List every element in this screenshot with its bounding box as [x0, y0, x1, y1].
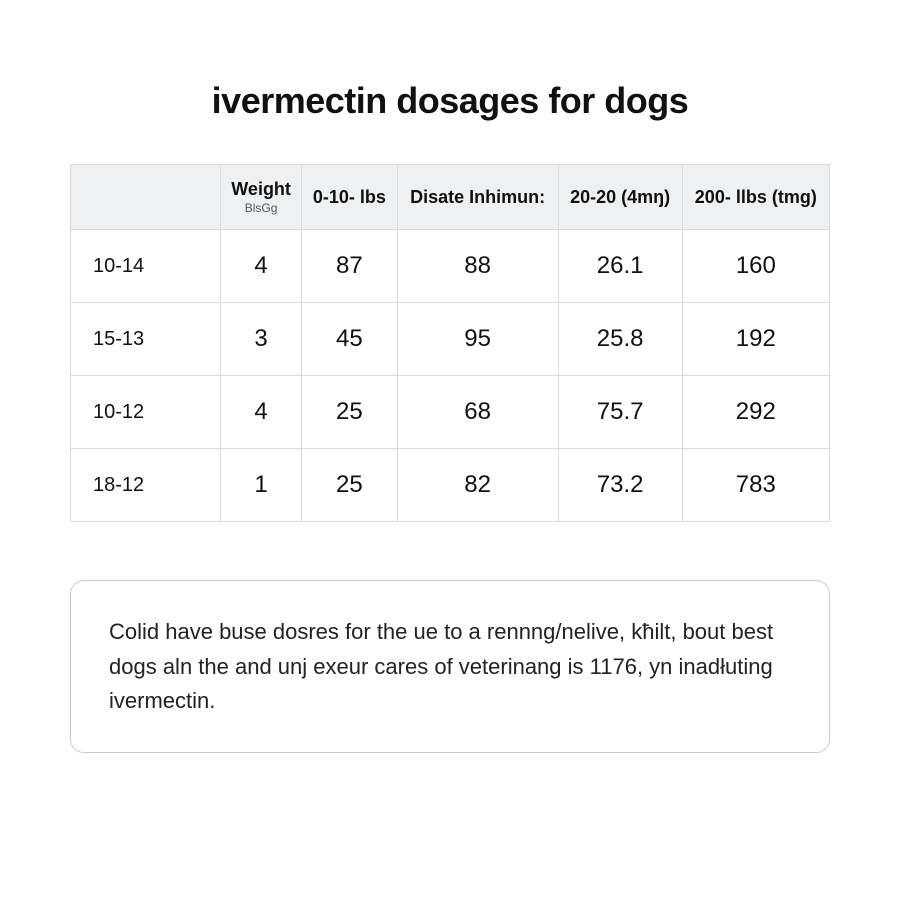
- table-header-sublabel: BlsGg: [229, 202, 293, 216]
- table-header-cell: [71, 165, 221, 230]
- table-cell: 75.7: [558, 376, 682, 449]
- table-row: 15-13 3 45 95 25.8 192: [71, 303, 830, 376]
- table-header-cell: 200- llbs (tmg): [682, 165, 829, 230]
- table-row-label: 15-13: [71, 303, 221, 376]
- table-header-cell: 20-20 (4mŋ): [558, 165, 682, 230]
- dosage-table: Weight BlsGg 0-10- lbs Disate Inhimun: 2…: [70, 164, 830, 522]
- table-cell: 160: [682, 230, 829, 303]
- note-box: Colid have buse dosres for the ue to a r…: [70, 580, 830, 752]
- table-cell: 192: [682, 303, 829, 376]
- table-header-row: Weight BlsGg 0-10- lbs Disate Inhimun: 2…: [71, 165, 830, 230]
- table-header-cell: Weight BlsGg: [221, 165, 302, 230]
- table-cell: 45: [302, 303, 397, 376]
- table-cell: 26.1: [558, 230, 682, 303]
- table-cell: 82: [397, 449, 558, 522]
- table-cell: 1: [221, 449, 302, 522]
- table-cell: 25: [302, 449, 397, 522]
- table-cell: 3: [221, 303, 302, 376]
- table-cell: 87: [302, 230, 397, 303]
- table-row-label: 10-12: [71, 376, 221, 449]
- table-cell: 292: [682, 376, 829, 449]
- table-row: 18-12 1 25 82 73.2 783: [71, 449, 830, 522]
- page-title: ivermectin dosages for dogs: [70, 80, 830, 122]
- table-cell: 88: [397, 230, 558, 303]
- table-header-label: 20-20 (4mŋ): [570, 187, 670, 207]
- table-row-label: 18-12: [71, 449, 221, 522]
- table-header-label: 0-10- lbs: [313, 187, 386, 207]
- table-cell: 25.8: [558, 303, 682, 376]
- table-cell: 4: [221, 376, 302, 449]
- table-header-label: 200- llbs (tmg): [695, 187, 817, 207]
- table-header-label: Disate Inhimun:: [410, 187, 545, 207]
- table-cell: 4: [221, 230, 302, 303]
- table-row-label: 10-14: [71, 230, 221, 303]
- table-cell: 25: [302, 376, 397, 449]
- table-header-label: Weight: [231, 179, 291, 199]
- table-cell: 68: [397, 376, 558, 449]
- table-header-cell: Disate Inhimun:: [397, 165, 558, 230]
- table-cell: 73.2: [558, 449, 682, 522]
- table-row: 10-12 4 25 68 75.7 292: [71, 376, 830, 449]
- table-row: 10-14 4 87 88 26.1 160: [71, 230, 830, 303]
- table-cell: 95: [397, 303, 558, 376]
- table-cell: 783: [682, 449, 829, 522]
- note-text: Colid have buse dosres for the ue to a r…: [109, 619, 773, 712]
- table-header-cell: 0-10- lbs: [302, 165, 397, 230]
